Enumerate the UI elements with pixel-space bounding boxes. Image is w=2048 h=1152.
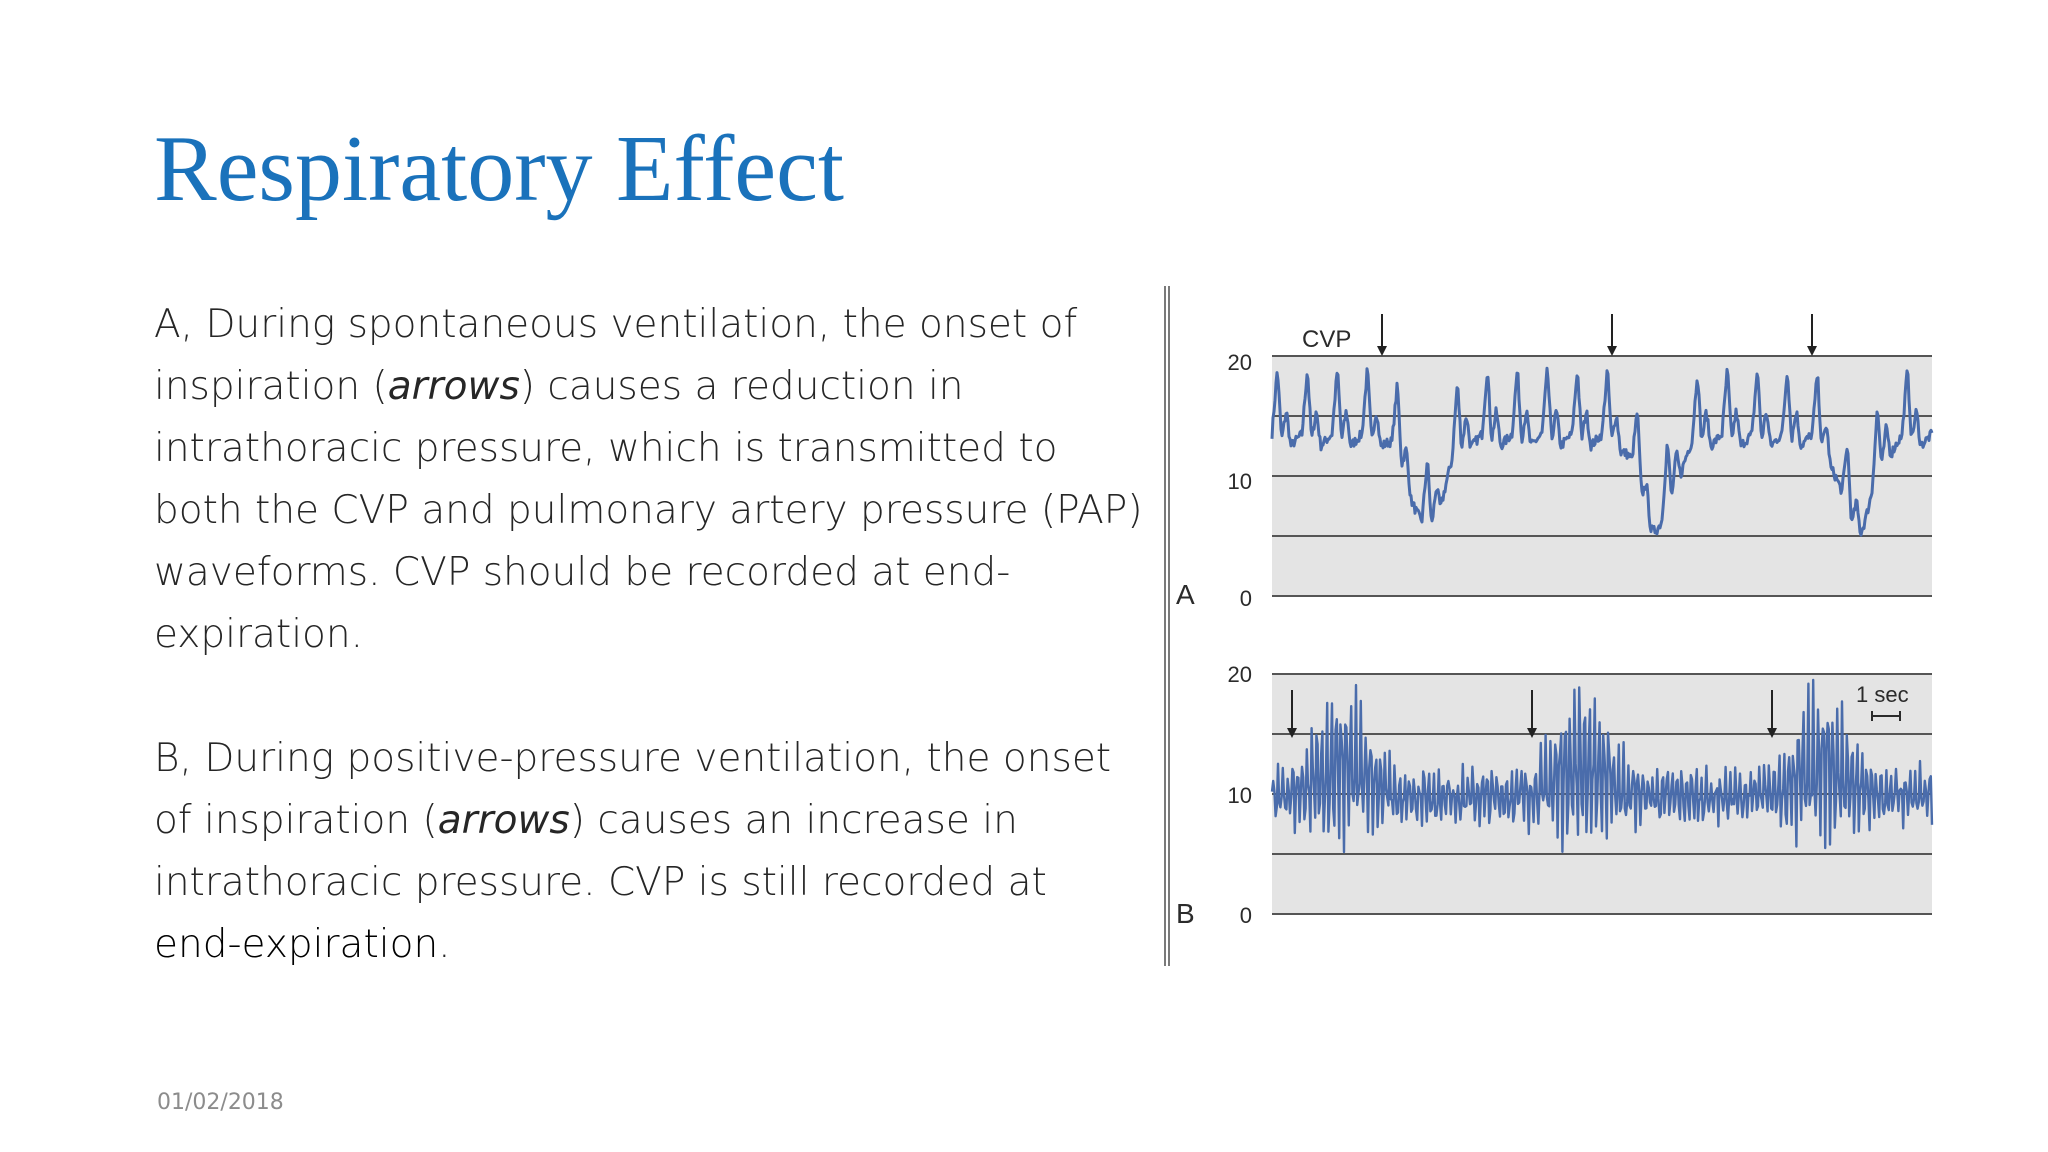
- arrow-head: [1527, 728, 1537, 738]
- arrow-head: [1377, 346, 1387, 356]
- paragraph-b-part1: B, During positive-pressure ventilation,…: [154, 736, 1112, 843]
- inspiration-arrow-icon: [1287, 690, 1297, 738]
- paragraph-a-italic: arrows: [387, 364, 520, 409]
- panel-b-arrows: [1287, 690, 1777, 738]
- panel-a-tick-20: 20: [1228, 350, 1252, 375]
- panel-a-trace-label: CVP: [1302, 326, 1351, 353]
- panel-a: CVP 20 10 0 A: [1176, 314, 1934, 611]
- inspiration-arrow-icon: [1377, 314, 1387, 356]
- arrow-head: [1767, 728, 1777, 738]
- inspiration-arrow-icon: [1607, 314, 1617, 356]
- panel-b-tick-0: 0: [1240, 903, 1252, 928]
- panel-b-tick-20: 20: [1228, 662, 1252, 687]
- slide-title: Respiratory Effect: [154, 117, 844, 221]
- waveform-figure-svg: CVP 20 10 0 A 20 10 0 B 1 sec: [1176, 314, 1934, 929]
- slide-body: A, During spontaneous ventilation, the o…: [154, 294, 1144, 976]
- waveform-figure: CVP 20 10 0 A 20 10 0 B 1 sec: [1172, 290, 1952, 980]
- slide-date: 01/02/2018: [157, 1090, 284, 1115]
- paragraph-a-part1: A, During spontaneous ventilation, the o…: [154, 302, 1078, 409]
- panel-a-tick-10: 10: [1228, 469, 1252, 494]
- panel-b-scale-bar: [1871, 711, 1901, 721]
- paragraph-b-part2: ) causes an increase in intrathoracic pr…: [154, 798, 1047, 905]
- arrow-head: [1807, 346, 1817, 356]
- panel-b: 20 10 0 B 1 sec: [1176, 662, 1934, 929]
- panel-a-letter: A: [1176, 579, 1195, 610]
- vertical-divider: [1164, 286, 1170, 966]
- panel-a-cvp-trace: [1270, 366, 1934, 537]
- panel-b-tick-10: 10: [1228, 783, 1252, 808]
- paragraph-a: A, During spontaneous ventilation, the o…: [154, 294, 1144, 666]
- paragraph-b-italic: arrows: [437, 798, 570, 843]
- arrow-head: [1287, 728, 1297, 738]
- panel-a-arrows: [1377, 314, 1817, 356]
- paragraph-b-emphasis: end-expiration: [154, 922, 439, 967]
- panel-a-tick-0: 0: [1240, 586, 1252, 611]
- inspiration-arrow-icon: [1527, 690, 1537, 738]
- panel-b-cvp-trace: [1270, 678, 1934, 854]
- paragraph-b: B, During positive-pressure ventilation,…: [154, 728, 1144, 976]
- panel-b-scale-label: 1 sec: [1856, 682, 1909, 707]
- paragraph-a-part2: ) causes a reduction in intrathoracic pr…: [154, 364, 1143, 657]
- panel-b-letter: B: [1176, 898, 1195, 929]
- paragraph-b-part3: .: [438, 922, 451, 967]
- inspiration-arrow-icon: [1807, 314, 1817, 356]
- inspiration-arrow-icon: [1767, 690, 1777, 738]
- arrow-head: [1607, 346, 1617, 356]
